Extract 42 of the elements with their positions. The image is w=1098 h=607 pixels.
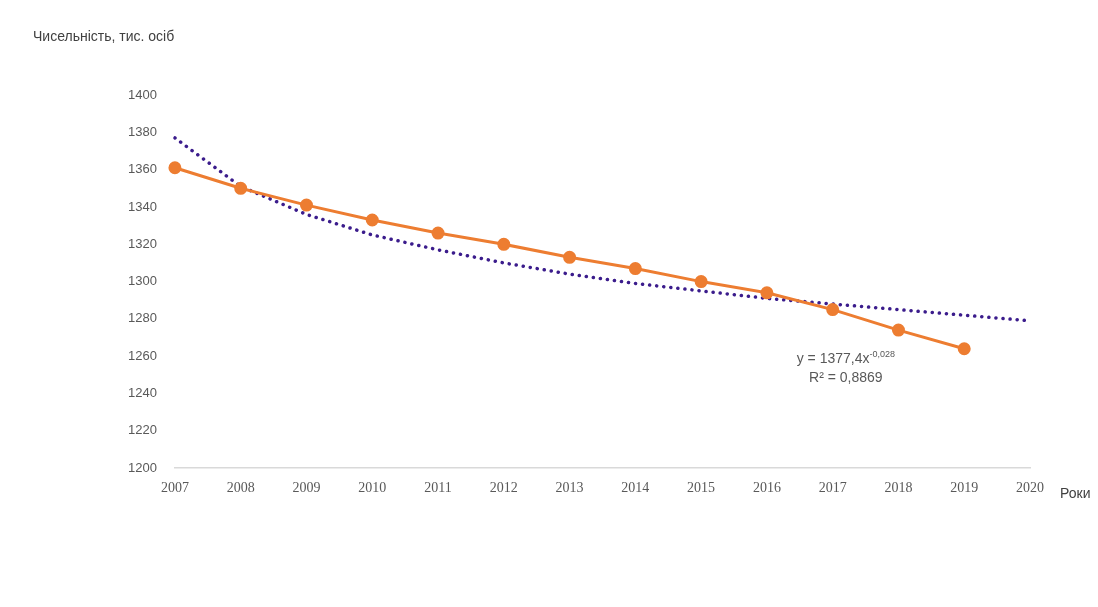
x-axis-title: Роки xyxy=(1060,485,1091,501)
point xyxy=(563,250,577,264)
x-tick-label: 2015 xyxy=(687,480,716,496)
point xyxy=(497,237,511,251)
point xyxy=(628,262,642,276)
annotation: y = 1377,4x$^{-0,028}$ xyxy=(795,348,896,368)
x-tick-label: 2008 xyxy=(226,480,255,496)
y-tick-label: 1280 xyxy=(128,310,157,326)
y-tick-label: 1220 xyxy=(128,422,157,438)
y-tick-label: 1320 xyxy=(128,235,157,251)
y-tick-label: 1400 xyxy=(128,86,157,102)
x-tick-label: 2019 xyxy=(950,480,979,496)
point xyxy=(168,161,182,175)
x-tick-label: 2009 xyxy=(292,480,321,496)
x-tick-label: 2013 xyxy=(555,480,584,496)
point xyxy=(891,323,905,337)
point xyxy=(957,342,971,356)
y-tick-label: 1240 xyxy=(128,385,157,401)
x-tick-label: 2010 xyxy=(358,480,387,496)
y-tick-label: 1360 xyxy=(128,161,157,177)
annotation: R² = 0,8869 xyxy=(808,367,884,387)
point xyxy=(760,286,774,300)
x-tick-label: 2020 xyxy=(1016,480,1044,496)
y-tick-label: 1300 xyxy=(128,273,157,289)
x-tick-label: 2018 xyxy=(884,480,913,496)
point xyxy=(365,213,379,227)
x-tick-label: 2016 xyxy=(752,480,781,496)
y-tick-label: 1380 xyxy=(128,123,157,139)
point xyxy=(431,226,445,240)
x-tick-label: 2017 xyxy=(818,480,847,496)
point xyxy=(299,198,313,212)
x-tick-label: 2011 xyxy=(424,480,452,496)
y-tick-label: 1200 xyxy=(128,459,157,475)
point xyxy=(826,303,840,317)
y-tick-label: 1260 xyxy=(128,347,157,363)
x-tick-label: 2012 xyxy=(489,480,518,496)
y-axis-title: Чисельність, тис. осіб xyxy=(33,28,175,44)
x-tick-label: 2007 xyxy=(160,480,189,496)
x-tick-label: 2014 xyxy=(621,480,650,496)
point xyxy=(694,275,708,289)
point xyxy=(234,181,248,195)
y-tick-label: 1340 xyxy=(128,198,157,214)
